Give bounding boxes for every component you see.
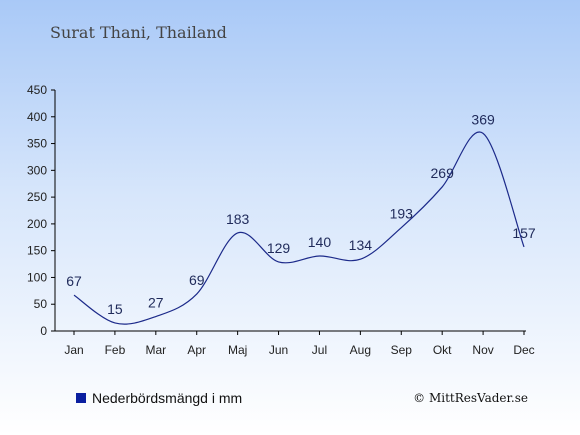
y-tick-label: 250 [27, 190, 47, 204]
data-label: 27 [148, 295, 164, 311]
x-tick-label: Aug [350, 343, 371, 357]
x-tick-label: Jun [269, 343, 288, 357]
y-tick-label: 200 [27, 217, 47, 231]
y-tick-label: 350 [27, 137, 47, 151]
y-tick-labels: 0 50 100 150 200 250 300 350 400 450 [27, 83, 47, 338]
data-label: 134 [349, 237, 373, 253]
data-label: 157 [512, 225, 536, 241]
data-label: 15 [107, 301, 123, 317]
x-tick-label: Sep [391, 343, 413, 357]
data-label: 369 [471, 111, 495, 127]
x-tick-labels: Jan Feb Mar Apr Maj Jun Jul Aug Sep Okt Nov Dec [64, 343, 534, 357]
y-tick-label: 300 [27, 163, 47, 177]
x-tick-label: Maj [228, 343, 247, 357]
chart-title: Surat Thani, Thailand [50, 23, 227, 42]
data-label: 140 [308, 234, 332, 250]
copyright-text: © MittResVader.se [413, 391, 528, 405]
x-tick-label: Apr [187, 343, 206, 357]
y-tick-label: 100 [27, 270, 47, 284]
axes [51, 89, 526, 335]
data-label: 129 [267, 240, 291, 256]
data-label: 69 [189, 272, 205, 288]
y-tick-label: 450 [27, 83, 47, 97]
data-label: 269 [431, 165, 455, 181]
x-tick-label: Nov [472, 343, 493, 357]
x-tick-label: Dec [513, 343, 534, 357]
x-tick-label: Mar [145, 343, 166, 357]
y-tick-label: 400 [27, 110, 47, 124]
legend-label: Nederbördsmängd i mm [92, 390, 242, 406]
x-tick-label: Jan [64, 343, 83, 357]
x-tick-label: Feb [105, 343, 126, 357]
x-tick-label: Okt [433, 343, 452, 357]
data-label: 183 [226, 211, 250, 227]
data-labels: 67 15 27 69 183 129 140 134 193 269 369 157 [66, 111, 536, 317]
series-line [73, 131, 525, 325]
y-tick-label: 0 [40, 324, 47, 338]
y-tick-label: 50 [34, 297, 48, 311]
data-label: 193 [390, 206, 414, 222]
x-tick-label: Jul [312, 343, 327, 357]
y-tick-label: 150 [27, 244, 47, 258]
legend-swatch [76, 393, 86, 403]
data-label: 67 [66, 273, 82, 289]
